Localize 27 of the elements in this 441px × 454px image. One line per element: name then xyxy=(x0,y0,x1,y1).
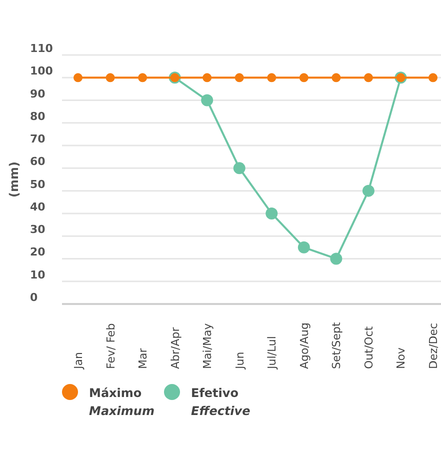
y-axis-title: (mm) xyxy=(7,162,21,198)
y-tick-label: 30 xyxy=(30,223,46,236)
x-tick-label: Nov xyxy=(394,347,408,369)
y-tick-label: 100 xyxy=(30,64,54,78)
y-tick-label: 80 xyxy=(30,110,46,123)
y-tick-label: 60 xyxy=(30,155,46,168)
legend-label: Efetivo Effective xyxy=(191,386,250,418)
y-tick-label: 10 xyxy=(30,268,46,282)
y-tick-label: 20 xyxy=(30,246,46,259)
y-tick-label: 90 xyxy=(30,87,46,100)
x-tick-label: Dez/Dec xyxy=(427,322,440,369)
x-tick-label: Jun xyxy=(233,352,246,370)
x-tick-label: Fev/ Feb xyxy=(104,323,118,369)
y-tick-label: 70 xyxy=(30,132,46,146)
x-tick-label: Mar xyxy=(136,348,150,369)
x-tick-label: Out/Oct xyxy=(362,326,376,369)
legend-label: Máximo Maximum xyxy=(89,386,154,418)
y-tick-label: 110 xyxy=(30,42,54,55)
x-tick-label: Set/Sept xyxy=(330,322,344,369)
x-tick-label: Abr/Apr xyxy=(168,326,182,369)
x-tick-label: Mai/May xyxy=(201,322,214,369)
x-tick-label: Ago/Aug xyxy=(298,322,311,369)
y-tick-label: 50 xyxy=(30,178,46,191)
y-tick-label: 0 xyxy=(30,291,38,304)
x-tick-label: Jul/Lul xyxy=(266,336,279,370)
y-tick-label: 40 xyxy=(30,200,46,214)
x-tick-label: Jan xyxy=(72,352,85,370)
